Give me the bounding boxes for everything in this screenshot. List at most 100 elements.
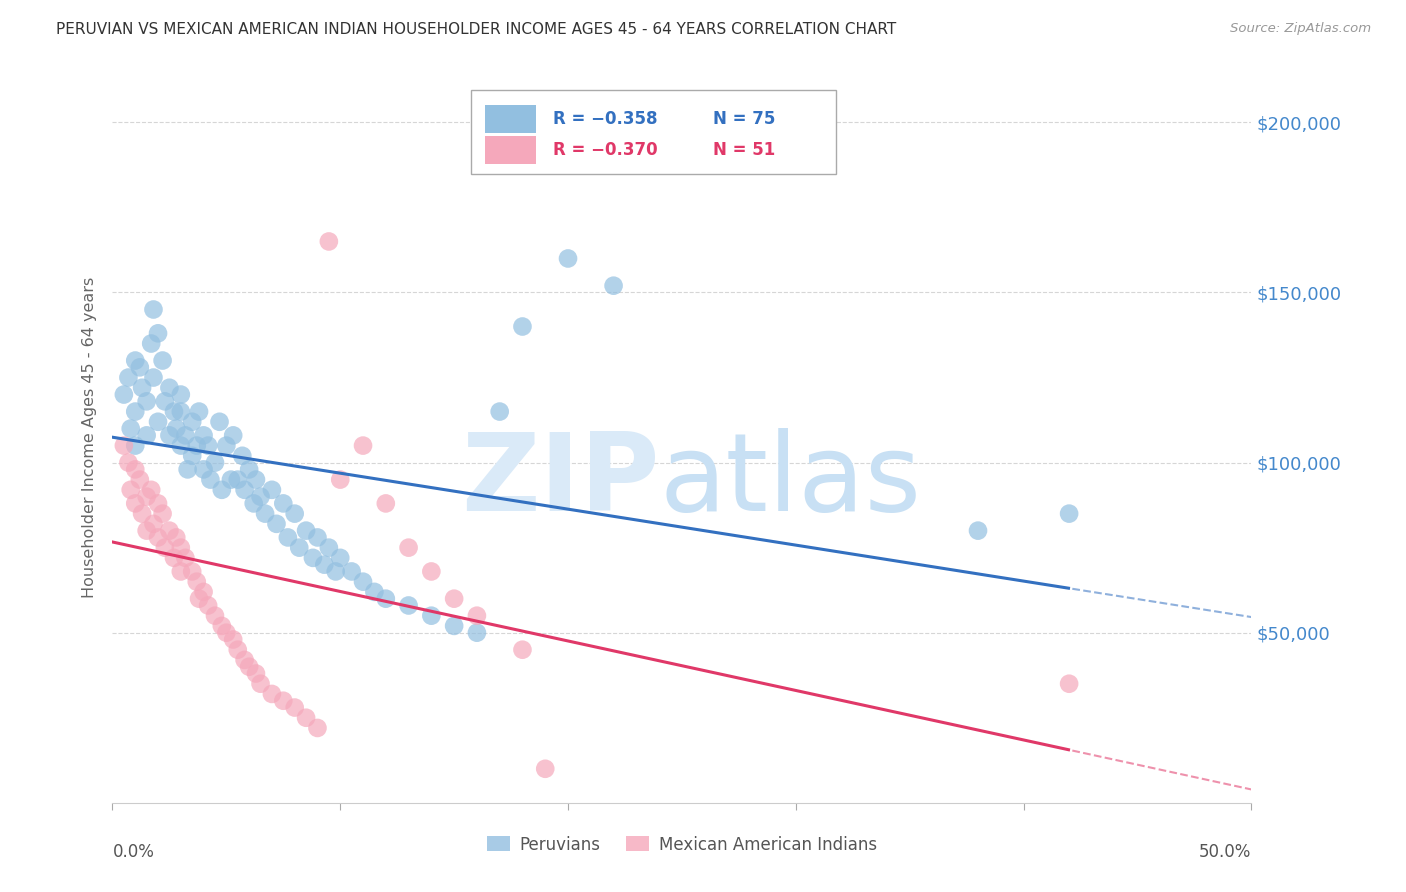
Point xyxy=(307,531,329,545)
Point xyxy=(238,659,260,673)
Point xyxy=(141,336,163,351)
Point xyxy=(181,449,204,463)
Point xyxy=(159,428,180,442)
Point xyxy=(200,473,222,487)
Point xyxy=(153,541,176,555)
Point xyxy=(159,524,180,538)
Point xyxy=(128,473,150,487)
FancyBboxPatch shape xyxy=(471,90,835,174)
Point xyxy=(226,473,249,487)
Point xyxy=(193,428,215,442)
Point xyxy=(271,496,295,510)
Point xyxy=(302,550,325,565)
Point xyxy=(193,462,215,476)
Point xyxy=(188,404,211,418)
Point xyxy=(170,387,193,401)
Text: R = −0.358: R = −0.358 xyxy=(553,110,658,128)
Point xyxy=(602,278,624,293)
Point xyxy=(124,462,146,476)
Point xyxy=(197,439,219,453)
Point xyxy=(398,599,420,613)
Point xyxy=(135,394,157,409)
Point xyxy=(193,585,215,599)
Text: PERUVIAN VS MEXICAN AMERICAN INDIAN HOUSEHOLDER INCOME AGES 45 - 64 YEARS CORREL: PERUVIAN VS MEXICAN AMERICAN INDIAN HOUS… xyxy=(56,22,897,37)
Point xyxy=(1057,677,1080,691)
Point xyxy=(420,608,443,623)
Point xyxy=(352,574,374,589)
Point xyxy=(176,462,198,476)
Point xyxy=(204,456,226,470)
Point xyxy=(271,694,295,708)
Point xyxy=(215,439,238,453)
Text: ZIP: ZIP xyxy=(461,428,659,534)
Point xyxy=(363,585,385,599)
Point xyxy=(238,462,260,476)
Point xyxy=(534,762,557,776)
Point xyxy=(135,490,157,504)
Text: N = 51: N = 51 xyxy=(713,141,775,159)
Point xyxy=(488,404,510,418)
Point xyxy=(146,531,169,545)
Point xyxy=(131,381,153,395)
Point xyxy=(249,677,271,691)
Point xyxy=(153,394,176,409)
Point xyxy=(249,490,271,504)
Point xyxy=(165,531,187,545)
Point xyxy=(295,524,318,538)
Point xyxy=(277,531,299,545)
Point xyxy=(141,483,163,497)
Point xyxy=(226,642,249,657)
Point xyxy=(398,541,420,555)
Point xyxy=(215,625,238,640)
Point xyxy=(318,235,340,249)
Point xyxy=(135,524,157,538)
Point xyxy=(242,496,264,510)
Point xyxy=(219,473,242,487)
Point xyxy=(288,541,311,555)
Point xyxy=(165,421,187,435)
Point xyxy=(211,483,233,497)
Point xyxy=(512,319,534,334)
Point xyxy=(181,565,204,579)
Point xyxy=(222,428,245,442)
Point xyxy=(318,541,340,555)
Point xyxy=(152,507,174,521)
Text: 50.0%: 50.0% xyxy=(1199,843,1251,861)
Point xyxy=(340,565,363,579)
Point xyxy=(186,439,208,453)
Point xyxy=(117,370,139,384)
Point xyxy=(135,428,157,442)
Point xyxy=(443,591,465,606)
Point xyxy=(204,608,226,623)
Point xyxy=(465,625,488,640)
Point xyxy=(211,619,233,633)
Text: N = 75: N = 75 xyxy=(713,110,775,128)
Point xyxy=(314,558,336,572)
Point xyxy=(325,565,347,579)
Point xyxy=(231,449,253,463)
Point xyxy=(208,415,231,429)
Point xyxy=(260,687,283,701)
Point xyxy=(170,404,193,418)
Point xyxy=(152,353,174,368)
Point xyxy=(374,496,396,510)
Point xyxy=(188,591,211,606)
Point xyxy=(146,326,169,341)
Point xyxy=(170,541,193,555)
Point xyxy=(233,483,256,497)
Point xyxy=(307,721,329,735)
Point xyxy=(112,387,135,401)
Legend: Peruvians, Mexican American Indians: Peruvians, Mexican American Indians xyxy=(479,829,884,860)
Point xyxy=(174,550,197,565)
Point xyxy=(170,439,193,453)
Point xyxy=(142,302,165,317)
Point xyxy=(120,421,142,435)
Point xyxy=(512,642,534,657)
Point xyxy=(284,507,307,521)
Point xyxy=(420,565,443,579)
Point xyxy=(128,360,150,375)
FancyBboxPatch shape xyxy=(485,136,536,163)
Point xyxy=(186,574,208,589)
Point xyxy=(1057,507,1080,521)
Point xyxy=(245,666,267,681)
